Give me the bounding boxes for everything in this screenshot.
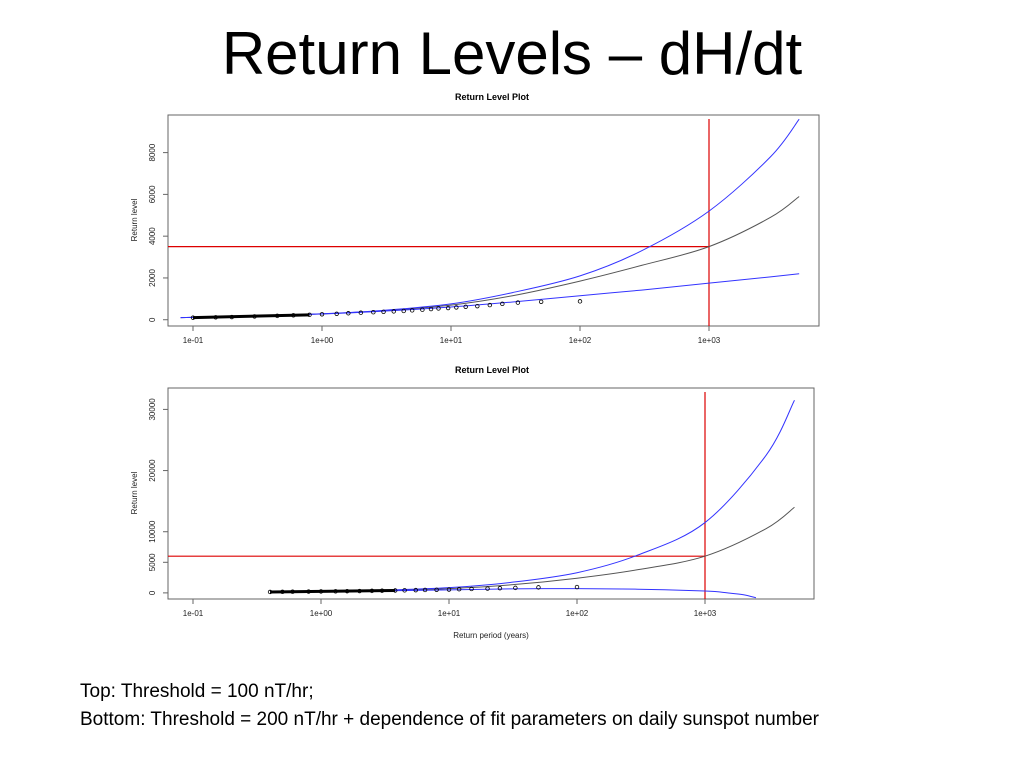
bottom-chart-marks: 1e-01 1e+00 1e+01 1e+02 1e+03 0 5000 10000 20000… [148,392,795,618]
estimate-curve [270,506,795,593]
data-point [536,585,541,590]
data-point [487,302,493,308]
data-point [446,587,452,592]
upper-curve [180,118,800,319]
data-point [381,309,386,314]
data-point [371,310,376,315]
data-point [402,588,407,593]
data-point [574,584,580,590]
data-point [346,311,351,316]
data-point [475,303,480,309]
data-point [500,301,505,307]
estimate-curve [180,196,800,319]
data-point [436,306,441,311]
x-tick-label: 1e-01 [183,609,204,618]
data-point [413,587,418,593]
y-tick-label: 10000 [148,520,157,543]
data-point [515,300,521,305]
x-tick-label: 1e+02 [569,336,592,345]
y-tick-label: 30000 [148,398,157,421]
x-tick-label: 1e+01 [438,609,461,618]
data-point [445,305,451,311]
dense-points-run [270,588,396,594]
data-point [434,587,439,592]
data-point [401,308,406,314]
y-tick-label: 0 [148,590,157,595]
data-point [456,587,462,592]
x-tick-label: 1e-01 [183,336,204,345]
data-point [420,307,425,312]
data-point [391,309,396,314]
y-tick-label: 2000 [148,269,157,287]
data-point [538,299,544,304]
data-point [428,306,434,312]
caption-line-1: Top: Threshold = 100 nT/hr; [80,681,314,702]
top-plot-frame [167,114,820,327]
bottom-x-axis-label: Return period (years) [453,631,529,640]
data-point [497,586,503,591]
caption-line-2: Bottom: Threshold = 200 nT/hr + dependen… [80,709,819,730]
x-tick-label: 1e+03 [694,609,717,618]
data-point [319,312,325,317]
bottom-plot-frame [167,387,815,600]
data-point [577,299,583,304]
top-chart-marks: 1e-01 1e+00 1e+01 1e+02 1e+03 0 2000 4000 6000 80… [148,118,800,345]
bottom-y-axis-label: Return level [130,471,139,514]
data-point [463,304,468,309]
bottom-chart-title: Return Level Plot [455,365,529,375]
top-chart-title: Return Level Plot [455,92,529,102]
caption: Top: Threshold = 100 nT/hr; Bottom: Thre… [80,678,819,734]
x-tick-label: 1e+00 [310,609,333,618]
x-tick-label: 1e+02 [566,609,589,618]
slide-title: Return Levels – dH/dt [221,20,803,87]
data-point [358,310,364,315]
y-tick-label: 5000 [148,553,157,571]
x-tick-label: 1e+01 [440,336,463,345]
data-point [469,586,474,592]
data-point [422,587,428,593]
data-point [485,586,490,591]
lower-curve [180,273,800,319]
upper-curve [270,400,795,593]
y-tick-label: 4000 [148,227,157,245]
x-tick-label: 1e+03 [698,336,721,345]
data-point [334,311,339,316]
data-point [513,585,518,591]
top-y-axis-label: Return level [130,198,139,241]
y-tick-label: 8000 [148,143,157,161]
y-tick-label: 20000 [148,459,157,482]
dense-points-run [192,313,310,320]
y-tick-label: 6000 [148,185,157,203]
data-point [409,308,415,313]
y-tick-label: 0 [148,317,157,322]
data-point [454,305,459,310]
x-tick-label: 1e+00 [311,336,334,345]
